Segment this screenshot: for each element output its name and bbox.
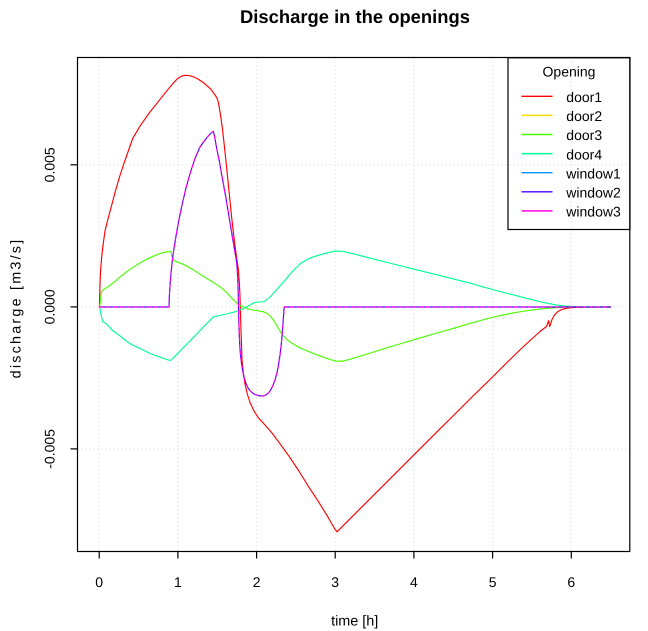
svg-text:door2: door2: [566, 108, 602, 124]
svg-text:1: 1: [174, 574, 182, 590]
svg-text:2: 2: [253, 574, 261, 590]
svg-text:0.005: 0.005: [42, 147, 58, 182]
svg-text:4: 4: [410, 574, 418, 590]
svg-text:Opening: Opening: [543, 64, 596, 80]
svg-text:door3: door3: [566, 127, 602, 143]
svg-text:0.000: 0.000: [42, 289, 58, 324]
svg-text:6: 6: [567, 574, 575, 590]
svg-text:0: 0: [95, 574, 103, 590]
svg-text:window1: window1: [565, 165, 621, 181]
svg-text:discharge [m3/s]: discharge [m3/s]: [9, 238, 25, 379]
svg-text:Discharge in the openings: Discharge in the openings: [240, 6, 470, 27]
svg-text:window3: window3: [565, 204, 621, 220]
svg-text:window2: window2: [565, 185, 621, 201]
svg-text:door4: door4: [566, 146, 602, 162]
svg-text:-0.005: -0.005: [42, 429, 58, 469]
svg-text:time [h]: time [h]: [331, 613, 378, 629]
svg-text:3: 3: [331, 574, 339, 590]
svg-text:door1: door1: [566, 89, 602, 105]
svg-text:5: 5: [489, 574, 497, 590]
